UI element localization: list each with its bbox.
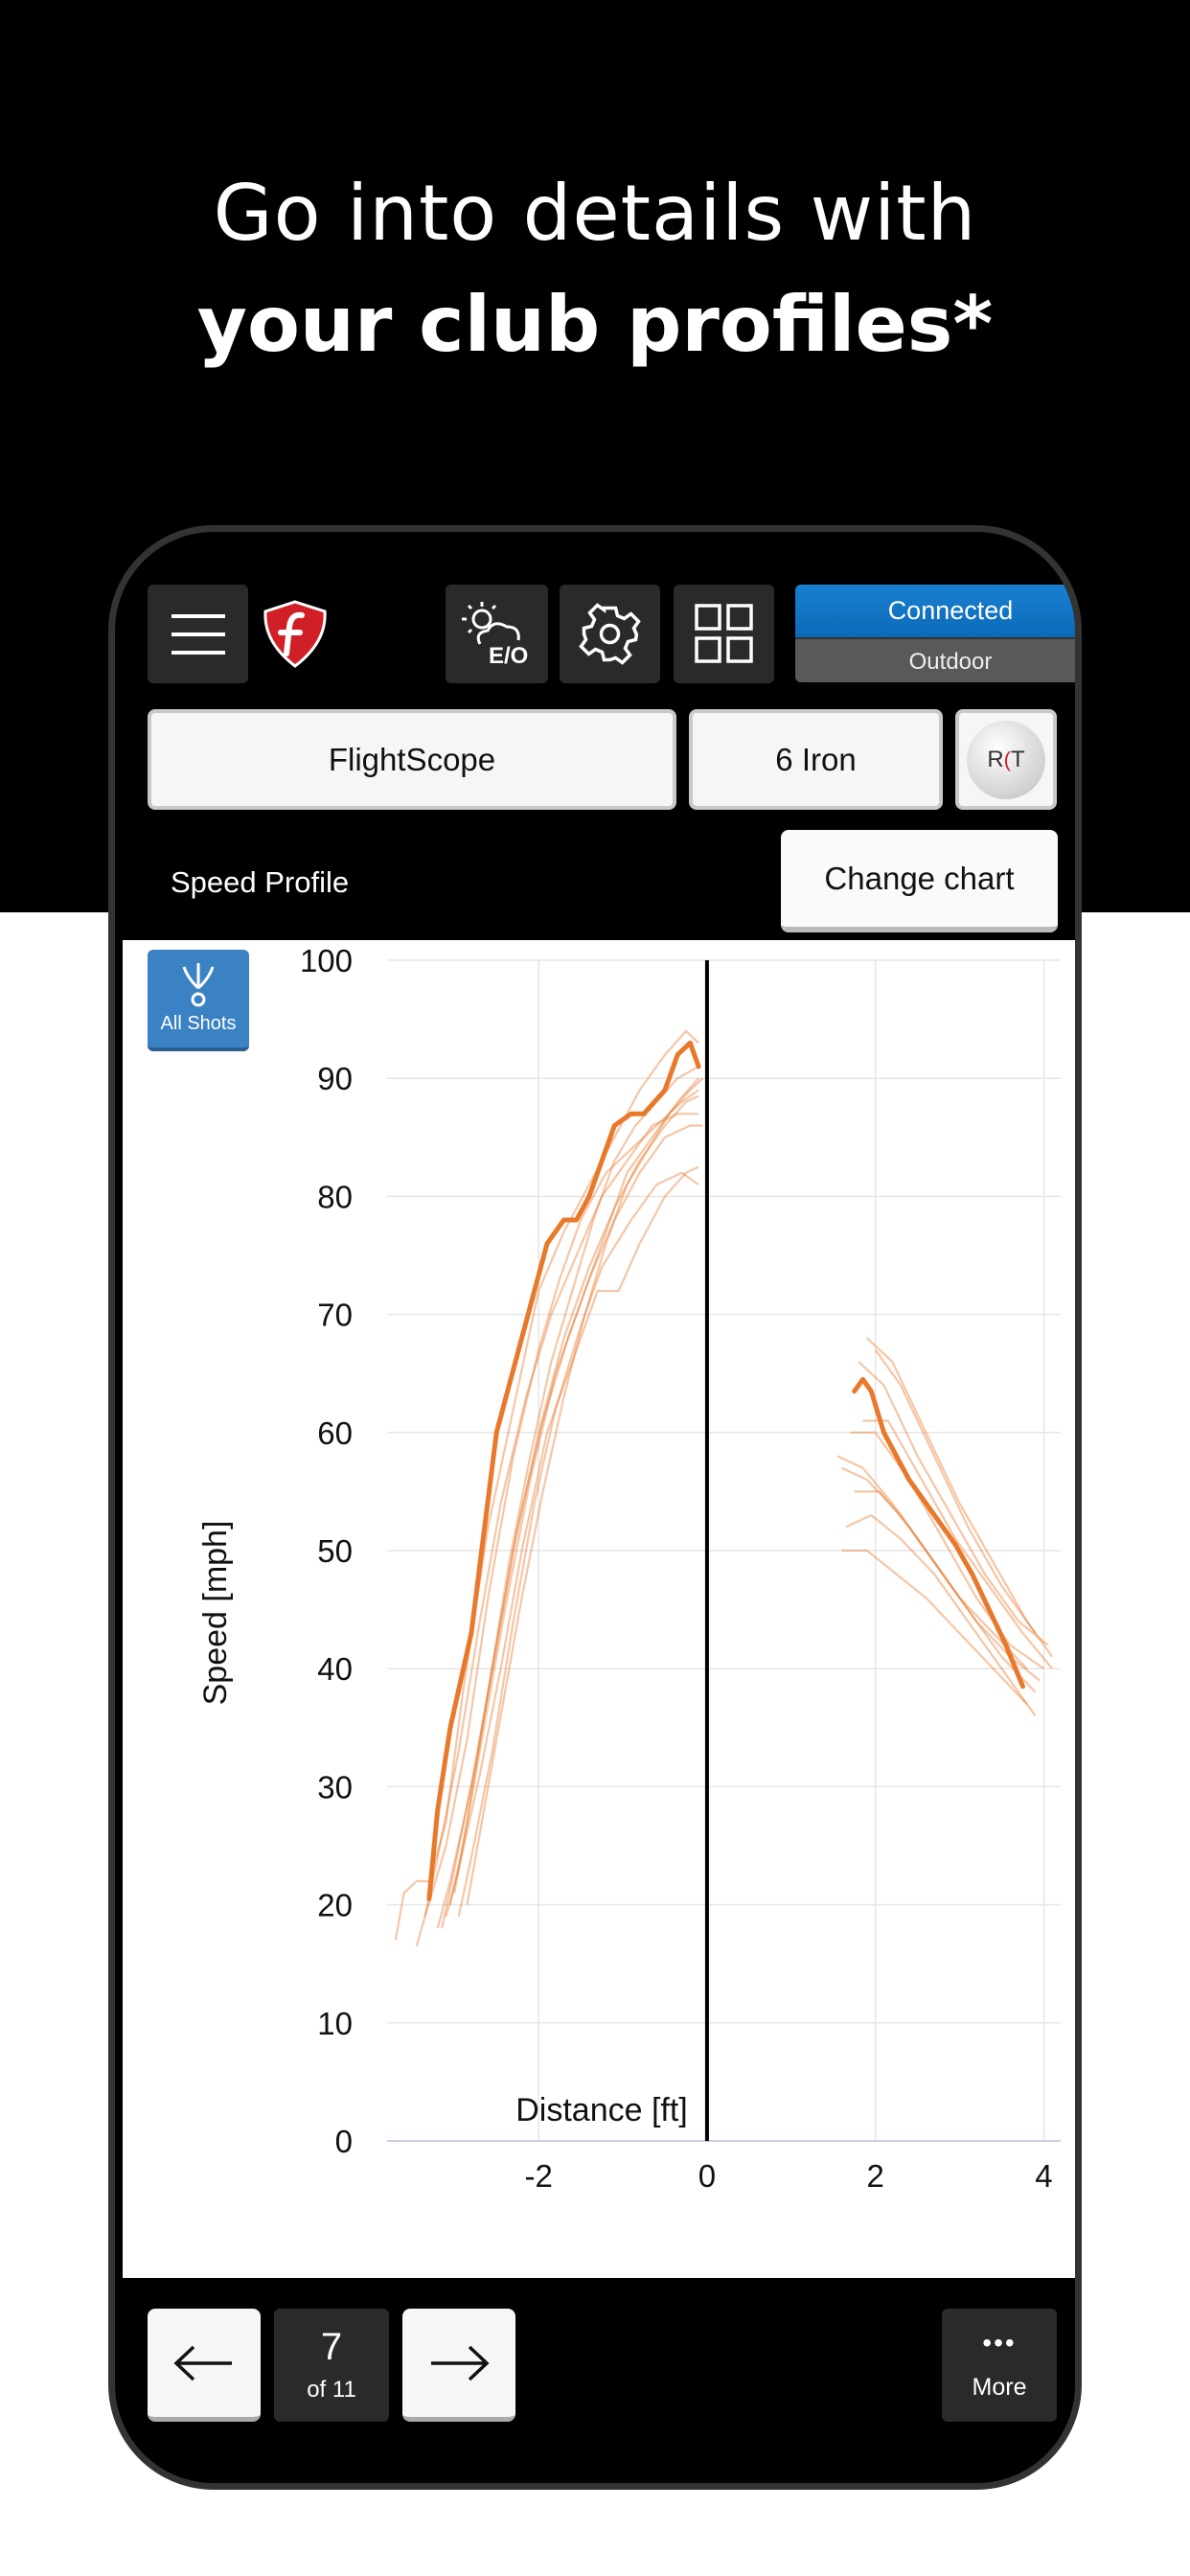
x-tick-label: 2 <box>866 2158 883 2194</box>
y-tick-label: 70 <box>317 1298 353 1333</box>
y-tick-label: 90 <box>317 1061 353 1096</box>
y-tick-label: 80 <box>317 1179 353 1214</box>
headline-line-2: your club profiles* <box>196 280 994 369</box>
shot-speed-line <box>448 1077 699 1905</box>
shot-speed-line <box>415 1089 699 1946</box>
layout-grid-button[interactable] <box>674 585 774 683</box>
weather-sun-cloud-icon <box>462 602 520 645</box>
chart-area: All Shots 0 10 20 30 40 50 60 70 80 90 100 -2 0 2 4 Sp… <box>123 940 1075 2278</box>
connection-status-button[interactable]: Connected Outdoor <box>795 585 1075 682</box>
shot-speed-line <box>836 1455 1028 1669</box>
shot-number: 7 <box>320 2326 343 2368</box>
device-selector[interactable]: FlightScope <box>148 709 676 810</box>
ball-mark: ( <box>1003 747 1011 771</box>
bottom-navigation: 7 of 11 ••• More <box>123 2278 1075 2483</box>
ball-label-left: R <box>987 746 1004 772</box>
ball-icon: R(T <box>967 720 1045 799</box>
grid-layout-icon <box>695 604 753 663</box>
y-tick-label: 10 <box>317 2006 353 2041</box>
x-tick-label: -2 <box>525 2158 553 2194</box>
gear-icon <box>579 603 641 665</box>
y-tick-label: 40 <box>317 1651 353 1687</box>
shot-speed-line <box>466 1077 704 1905</box>
all-shots-label: All Shots <box>160 1013 237 1034</box>
y-axis-label: Speed [mph] <box>197 1521 234 1706</box>
next-shot-button[interactable] <box>402 2309 515 2422</box>
y-tick-label: 30 <box>317 1769 353 1805</box>
more-label: More <box>972 2374 1027 2401</box>
ball-type-selector[interactable]: R(T <box>955 709 1057 810</box>
arrow-right-icon <box>431 2345 490 2380</box>
arrow-left-icon <box>173 2345 232 2380</box>
settings-button[interactable] <box>560 585 660 683</box>
shot-speed-line <box>441 1124 703 1929</box>
shot-counter: 7 of 11 <box>274 2309 389 2422</box>
shot-speed-line <box>445 1165 699 1918</box>
more-button[interactable]: ••• More <box>942 2309 1057 2422</box>
change-chart-button[interactable]: Change chart <box>781 830 1058 932</box>
headline-line-1: Go into details with <box>213 169 977 258</box>
chart-axes: 0 10 20 30 40 50 60 70 80 90 100 -2 0 2 4 <box>300 943 1061 2194</box>
shot-speed-line <box>866 1337 1054 1658</box>
shot-speed-line <box>874 1348 1037 1634</box>
selected-shot-speed-line <box>852 1376 1025 1690</box>
hamburger-menu-icon <box>172 614 225 655</box>
more-dots-icon: ••• <box>982 2328 1017 2358</box>
connection-status: Connected <box>795 585 1075 637</box>
menu-button[interactable] <box>148 585 248 683</box>
y-tick-label: 100 <box>300 943 353 978</box>
environment-mode: Outdoor <box>795 637 1075 682</box>
y-tick-label: 60 <box>317 1415 353 1451</box>
previous-shot-button[interactable] <box>148 2309 261 2422</box>
headline: Go into details with your club profiles* <box>0 158 1190 380</box>
shot-speed-line <box>841 1549 1028 1705</box>
shot-speed-line <box>436 1094 699 1929</box>
shot-speed-line <box>423 1113 699 1918</box>
shot-speed-line <box>858 1361 1049 1646</box>
x-axis-label: Distance [ft] <box>515 2092 688 2128</box>
x-tick-label: 0 <box>698 2158 716 2194</box>
chart-title: Speed Profile <box>171 865 350 899</box>
weather-button[interactable]: E/O <box>446 585 548 683</box>
shot-total: of 11 <box>307 2377 356 2403</box>
shot-speed-line <box>841 1466 1037 1693</box>
club-selector[interactable]: 6 Iron <box>689 709 943 810</box>
weather-mode-label: E/O <box>489 643 529 669</box>
shot-dispersion-icon <box>182 963 215 1007</box>
ball-label-right: T <box>1011 746 1025 772</box>
chart-series <box>394 1029 1054 1946</box>
flightscope-logo <box>260 598 332 670</box>
shot-speed-line <box>457 1171 699 1918</box>
shot-speed-line <box>845 1513 1037 1717</box>
app-screen: E/O Connected Outdoor FlightScope <box>123 532 1075 2483</box>
shot-speed-line <box>862 1419 1054 1669</box>
all-shots-filter-button[interactable]: All Shots <box>148 950 249 1051</box>
x-tick-label: 4 <box>1035 2158 1052 2194</box>
shot-speed-line <box>394 1029 699 1941</box>
selected-shot-speed-line <box>426 1040 701 1901</box>
y-tick-label: 20 <box>317 1888 353 1923</box>
shot-speed-line <box>850 1431 1045 1670</box>
phone-frame: E/O Connected Outdoor FlightScope <box>108 525 1082 2490</box>
flightscope-logo-icon <box>263 600 327 668</box>
y-tick-label: 0 <box>335 2124 353 2159</box>
y-tick-label: 50 <box>317 1533 353 1569</box>
